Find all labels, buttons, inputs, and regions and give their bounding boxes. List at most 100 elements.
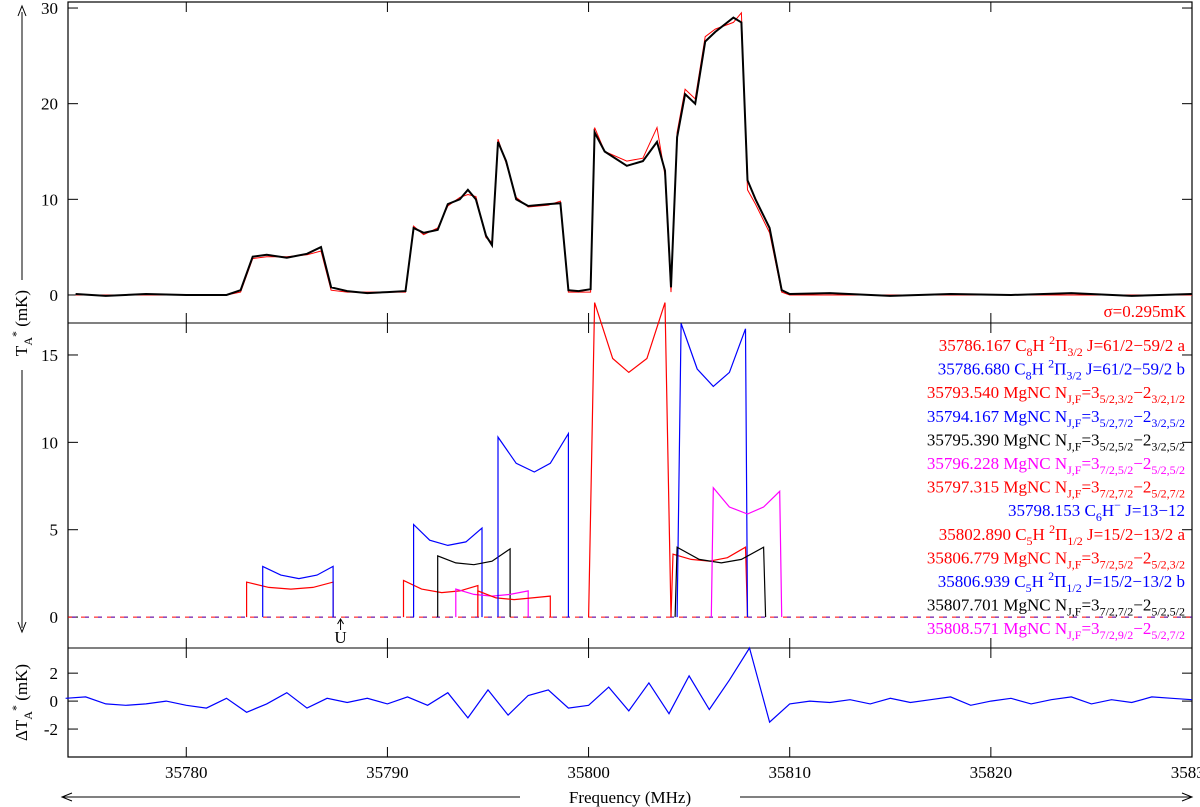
text-run: 2 [1049,333,1055,347]
text-run: −2 [1133,407,1151,426]
x-tick-label: 35830 [1171,763,1200,782]
text-run: * [9,705,23,711]
text-run: 3/2 [1066,369,1081,383]
legend-entry: 35798.153 C6H− J=13−12 [1008,498,1185,524]
text-run: (mK) [12,664,31,705]
text-run: 5/2,5/2 [1100,439,1134,453]
axis-arrow-head [60,792,73,802]
text-run: 35786.680 C [938,360,1026,379]
series-line [497,431,569,618]
text-run: J=15/2−13/2 a [1083,525,1186,544]
text-run: H [1033,336,1050,355]
text-run: 35806.779 MgNC N [927,548,1067,567]
text-run: H [1102,501,1114,520]
legend-entry: 35796.228 MgNC NJ,F=37/2,5/2−25/2,5/2 [927,454,1185,477]
text-run: 1/2 [1067,534,1082,548]
legend-entry: 35797.315 MgNC NJ,F=37/2,7/2−25/2,7/2 [927,478,1185,501]
legend-entry: 35806.779 MgNC NJ,F=37/2,5/2−25/2,3/2 [927,548,1185,571]
text-run: −2 [1133,430,1151,449]
text-run: 5 [1027,534,1033,548]
series-line [402,579,479,618]
y-tick-label: 30 [41,0,58,18]
text-run: ΔT [12,719,31,741]
series-line [437,547,511,618]
text-run: =3 [1081,596,1099,615]
text-run: Π [1054,360,1066,379]
text-run: * [9,331,23,337]
text-run: 8 [1026,369,1032,383]
x-tick-label: 35820 [970,763,1013,782]
legend-entry: 35806.939 C5H 2Π1/2 J=15/2−13/2 b [938,569,1185,595]
y-axis-label: ΔTA* (mK) [9,664,35,741]
text-run: 35797.315 MgNC N [927,478,1067,497]
y-tick-label: 0 [50,286,59,305]
plot-frame [67,1,1193,758]
text-run: 35802.890 C [939,525,1027,544]
annotation: σ=0.295mK [1103,302,1186,321]
text-run: J,F [1067,439,1082,453]
legend-entry: 35793.540 MgNC NJ,F=35/2,3/2−23/2,1/2 [927,383,1185,406]
y-tick-label: 20 [41,95,58,114]
text-run: 7/2,5/2 [1100,463,1134,477]
legend-entry: 35786.680 C8H 2Π3/2 J=61/2−59/2 b [938,357,1185,383]
text-run: 5/2,7/2 [1100,416,1134,430]
text-run: =3 [1081,454,1099,473]
text-run: 5/2,7/2 [1151,487,1185,501]
text-run: 35808.571 MgNC N [927,619,1067,638]
series-line [413,523,483,618]
series-line [676,323,749,618]
legend-entry: 35808.571 MgNC NJ,F=37/2,9/2−25/2,7/2 [927,619,1185,642]
series-line [477,590,551,618]
series-line [246,581,334,618]
text-run: 5/2,5/2 [1151,463,1185,477]
series-line [75,11,1192,296]
series-line [75,16,1193,297]
x-tick-label: 35810 [768,763,811,782]
y-tick-label: 10 [41,433,58,452]
text-run: A [21,337,35,346]
text-run: 7/2,5/2 [1100,557,1134,571]
y-tick-label: 0 [50,692,59,711]
text-run: =3 [1081,383,1099,402]
text-run: − [1114,498,1121,512]
y-tick-label: 0 [50,608,59,627]
series-line [588,302,672,618]
text-run: =3 [1081,548,1099,567]
text-run: −2 [1133,454,1151,473]
text-run: 35795.390 MgNC N [927,430,1067,449]
text-run: 3/2,1/2 [1151,392,1185,406]
text-run: 35793.540 MgNC N [927,383,1067,402]
series-line [262,565,334,618]
x-tick-label: 35790 [366,763,409,782]
text-run: Π [1055,336,1067,355]
axis-arrow-head [17,4,27,17]
text-run: 35807.701 MgNC N [927,596,1067,615]
y-axis-label: TA* (mK) [9,290,35,356]
text-run: −2 [1133,478,1151,497]
series-line [670,546,749,618]
axis-arrow-head [17,621,27,634]
text-run: J,F [1067,605,1082,619]
text-run: J=13−12 [1121,501,1185,520]
legend-entry: 35794.167 MgNC NJ,F=35/2,7/2−23/2,5/2 [927,407,1185,430]
text-run: J,F [1067,487,1082,501]
text-run: (mK) [12,290,31,331]
text-run: 1/2 [1066,581,1081,595]
axis-arrow-head [1181,792,1194,802]
text-run: Π [1055,525,1067,544]
text-run: −2 [1133,383,1151,402]
y-tick-label: 10 [41,190,58,209]
text-run: 3/2,5/2 [1151,439,1185,453]
text-run: −2 [1133,596,1151,615]
text-run: 6 [1096,510,1102,524]
text-run: J,F [1067,416,1082,430]
text-run: =3 [1081,478,1099,497]
text-run: 7/2,9/2 [1100,628,1134,642]
series-line [674,546,767,618]
series-line [65,646,1193,724]
text-run: J,F [1067,463,1082,477]
annotation: U [334,628,346,647]
annotation-arrow-head [337,618,344,625]
